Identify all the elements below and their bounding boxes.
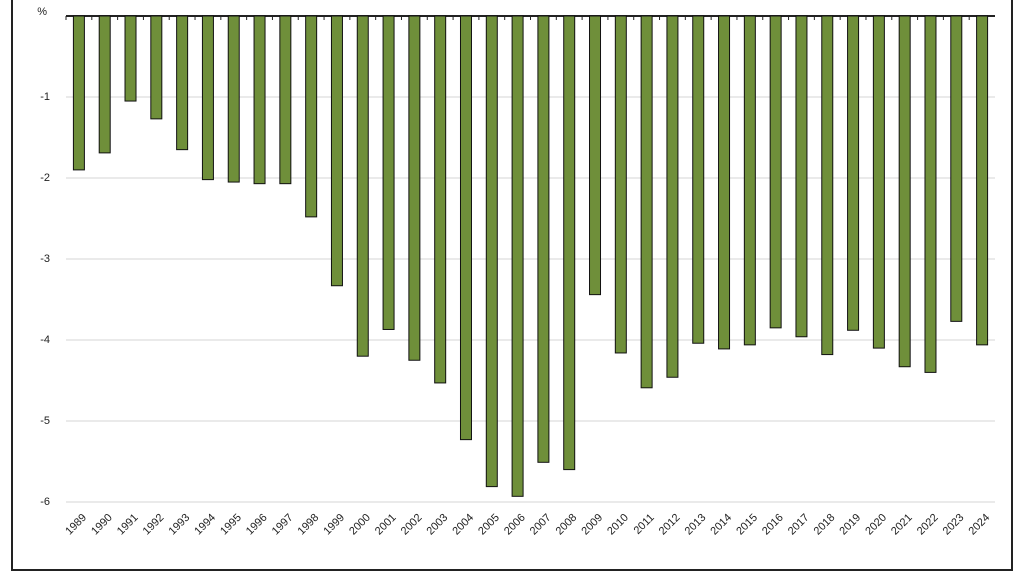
bar — [769, 15, 782, 329]
bar — [847, 15, 860, 331]
y-tick-label: -3 — [40, 253, 50, 265]
y-axis-label: % — [37, 6, 47, 18]
bar — [976, 15, 989, 346]
bar — [563, 15, 576, 471]
bar — [898, 15, 911, 368]
x-tick-label: 1998 — [296, 512, 322, 538]
frame — [11, 0, 1013, 571]
bar — [795, 15, 808, 338]
bar — [382, 15, 395, 330]
bar — [98, 15, 111, 154]
bar — [305, 15, 318, 218]
bar — [434, 15, 447, 384]
x-tick-label: 2015 — [734, 512, 760, 538]
bar — [150, 15, 163, 120]
x-tick-label: 2002 — [399, 512, 425, 538]
y-tick-label: -1 — [40, 91, 50, 103]
x-tick-label: 1991 — [115, 512, 141, 538]
bar — [356, 15, 369, 357]
bar — [614, 15, 627, 354]
x-tick-label: 2012 — [657, 512, 683, 538]
x-tick-label: 2017 — [786, 512, 812, 538]
x-tick-label: 1999 — [321, 512, 347, 538]
x-tick-label: 2018 — [812, 512, 838, 538]
bar — [330, 15, 343, 287]
x-tick-label: 1989 — [63, 512, 89, 538]
x-tick-label: 2000 — [347, 512, 373, 538]
bar — [408, 15, 421, 361]
bar — [511, 15, 524, 497]
bar — [279, 15, 292, 185]
x-tick-label: 2020 — [863, 512, 889, 538]
x-tick-label: 2024 — [966, 512, 992, 538]
x-tick-label: 1990 — [89, 512, 115, 538]
x-tick-label: 2007 — [528, 512, 554, 538]
x-tick-label: 2016 — [760, 512, 786, 538]
x-tick-label: 2006 — [502, 512, 528, 538]
bar — [872, 15, 885, 349]
y-tick-label: -6 — [40, 496, 50, 508]
x-tick-label: 2014 — [708, 512, 734, 538]
x-tick-label: 2022 — [915, 512, 941, 538]
y-tick-label: -2 — [40, 172, 50, 184]
bar — [176, 15, 189, 151]
bar — [485, 15, 498, 488]
x-tick-label: 2008 — [554, 512, 580, 538]
x-tick-label: 2010 — [605, 512, 631, 538]
bar — [459, 15, 472, 441]
y-tick-label: -4 — [40, 334, 50, 346]
bar — [950, 15, 963, 322]
x-tick-label: 1992 — [141, 512, 167, 538]
x-tick-label: 1996 — [244, 512, 270, 538]
x-tick-label: 1994 — [192, 512, 218, 538]
x-tick-label: 1997 — [270, 512, 296, 538]
x-tick-label: 1993 — [167, 512, 193, 538]
bar — [640, 15, 653, 389]
x-tick-label: 2003 — [425, 512, 451, 538]
x-tick-label: 2009 — [579, 512, 605, 538]
bar — [718, 15, 731, 350]
bar — [72, 15, 85, 171]
x-tick-label: 2005 — [476, 512, 502, 538]
bar — [201, 15, 214, 181]
bar — [924, 15, 937, 373]
bar — [124, 15, 137, 102]
x-tick-label: 1995 — [218, 512, 244, 538]
bar — [821, 15, 834, 356]
x-tick-label: 2011 — [632, 512, 657, 537]
x-tick-label: 2004 — [450, 512, 476, 538]
bar — [743, 15, 756, 346]
y-tick-label: -5 — [40, 415, 50, 427]
x-tick-label: 2019 — [837, 512, 863, 538]
bar — [666, 15, 679, 378]
x-tick-label: 2013 — [683, 512, 709, 538]
bar — [227, 15, 240, 183]
x-tick-label: 2001 — [373, 512, 399, 538]
x-tick-label: 2023 — [941, 512, 967, 538]
bar — [537, 15, 550, 463]
bar — [253, 15, 266, 185]
bar — [692, 15, 705, 344]
x-tick-label: 2021 — [889, 512, 915, 538]
bar — [589, 15, 602, 296]
